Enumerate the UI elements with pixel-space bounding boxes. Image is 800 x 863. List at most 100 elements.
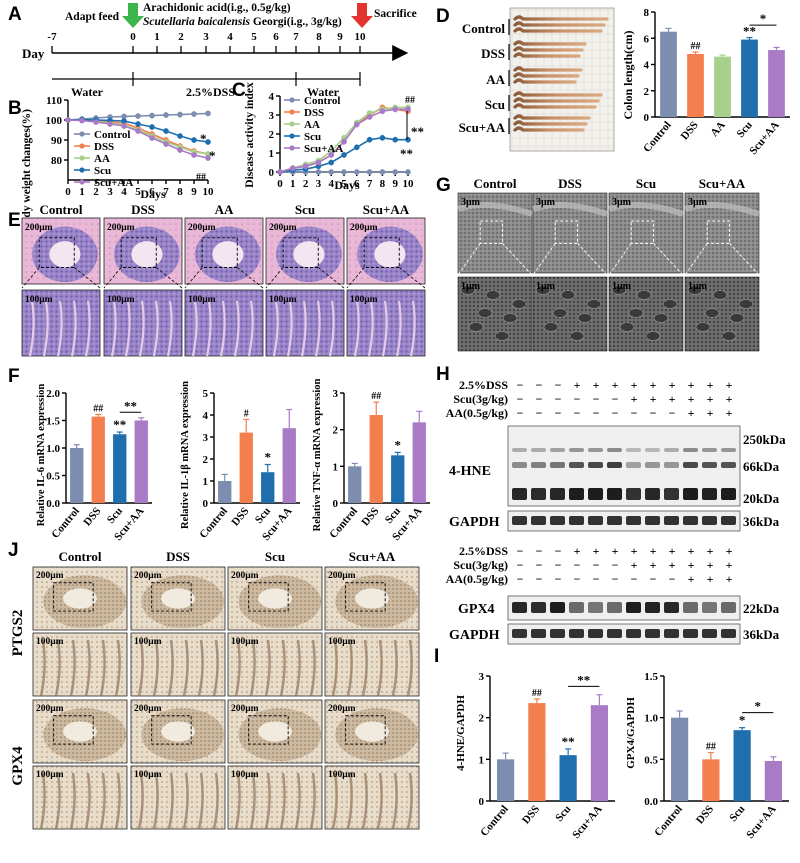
- he-lumen: [49, 241, 81, 268]
- em-zoom-line: [457, 243, 481, 276]
- treatment-sign: +: [669, 392, 676, 406]
- scale-label: 200μm: [107, 223, 135, 233]
- em-zoom-box: [706, 220, 730, 244]
- ihc-crypt: [391, 639, 398, 697]
- em-zoom-line: [532, 243, 556, 276]
- he-zoom-line: [265, 267, 284, 289]
- bar-scu: [113, 434, 127, 503]
- colon-specimen: [513, 15, 609, 21]
- scale-label: 200μm: [269, 223, 297, 233]
- bar-scu-aa: [590, 705, 608, 801]
- blot-band: [683, 448, 698, 452]
- red-arrow-icon: [351, 3, 373, 28]
- blot-band: [626, 448, 641, 452]
- data-point: [93, 119, 99, 125]
- y-tick-label: 90: [51, 135, 63, 147]
- blot-band: [721, 602, 736, 613]
- x-tick-label: 10: [403, 178, 415, 190]
- he-crypt: [166, 300, 173, 357]
- treatment-sign: +: [707, 572, 714, 586]
- timeline-day-label-0: -7: [47, 31, 57, 43]
- kda-36-b: 36kDa: [743, 627, 780, 642]
- ihc-group-label: Control: [58, 549, 101, 564]
- em-mitochondrion: [560, 290, 576, 300]
- blot-band: [645, 629, 660, 638]
- blot-band: [607, 629, 622, 638]
- y-tick-label: 0.0: [644, 796, 658, 808]
- scale-label: 3μm: [612, 197, 632, 208]
- scale-label: 1μm: [536, 281, 556, 292]
- ihc-lumen: [258, 588, 292, 609]
- bar-control: [348, 466, 362, 503]
- sig-bracket-label: **: [124, 398, 137, 413]
- he-crypt: [42, 300, 49, 357]
- legend-marker: [289, 121, 295, 127]
- ihc-zoom-box: [248, 582, 289, 612]
- em-zoom-line: [653, 243, 684, 276]
- h-treatment-rows-2: 2.5%DSS − − − + + + + + + + + +Scu(3g/kg) − − − − − − + + + + +…: [446, 544, 733, 586]
- blot-band: [664, 516, 679, 525]
- bar-control: [660, 31, 677, 117]
- x-tick-label: 7: [163, 186, 169, 198]
- category-label: Control: [327, 505, 360, 541]
- data-point: [392, 136, 399, 143]
- treatment-sign: +: [707, 378, 714, 392]
- ihc-crypt: [264, 639, 271, 697]
- data-point: [366, 169, 373, 175]
- he-lumen: [131, 241, 163, 268]
- bar-dss: [687, 54, 704, 117]
- treatment-sign: +: [707, 544, 714, 558]
- ihc-zoom-box: [345, 715, 386, 745]
- em-membrane: [532, 202, 608, 217]
- data-point: [163, 141, 169, 147]
- y-tick-label: 6: [644, 33, 650, 45]
- data-point: [65, 117, 71, 123]
- colon-specimen: [513, 120, 588, 126]
- x-tick-label: 1: [290, 178, 296, 190]
- treatment-sign: +: [612, 544, 619, 558]
- timeline-day-label-9: 8: [316, 31, 322, 43]
- he-crypt: [124, 300, 131, 357]
- sig-label: #: [244, 408, 249, 419]
- scale-label: 100μm: [36, 637, 64, 647]
- treatment-sign: −: [555, 544, 562, 558]
- panel-letter-f: F: [8, 366, 20, 387]
- he-crypt: [247, 300, 254, 357]
- data-point: [354, 144, 360, 151]
- data-point: [121, 113, 127, 120]
- ihc-crypt: [249, 772, 256, 830]
- bar-control: [497, 759, 515, 801]
- kda-36-a: 36kDa: [743, 514, 780, 529]
- legend-marker: [289, 97, 295, 103]
- ihc-crypt: [361, 639, 368, 697]
- bar-scu: [741, 39, 758, 117]
- blot-band: [569, 516, 584, 525]
- data-point: [341, 152, 347, 158]
- em-mitochondrion: [477, 308, 493, 318]
- panel-b-ylabel: Body weight changes(%): [21, 109, 33, 231]
- em-mitochondrion: [645, 331, 661, 341]
- em-mitochondrion: [653, 313, 669, 323]
- em-mitochondrion: [485, 290, 501, 300]
- blot-band: [512, 488, 527, 500]
- panel-g: G Control3μm1μmDSS3μm1μmScu3μm1μmScu+AA3…: [436, 175, 760, 352]
- ihc-lumen: [63, 588, 97, 609]
- blot-gapdh-2-label: GAPDH: [449, 628, 500, 643]
- category-label: Control: [49, 505, 82, 541]
- legend-marker: [79, 179, 85, 185]
- treatment-sign: +: [688, 392, 695, 406]
- blot-band: [702, 629, 717, 638]
- blot-gpx4-label: GPX4: [458, 602, 495, 617]
- he-zoom-line: [399, 267, 426, 289]
- category-label: Control: [197, 505, 230, 541]
- ihc-tile: [324, 765, 420, 830]
- he-crypt: [191, 300, 198, 357]
- data-point: [405, 169, 411, 175]
- em-mitochondrion: [662, 299, 678, 309]
- treatment-sign: +: [669, 558, 676, 572]
- blot-band: [512, 629, 527, 638]
- data-point: [205, 139, 211, 145]
- legend-marker: [79, 143, 85, 149]
